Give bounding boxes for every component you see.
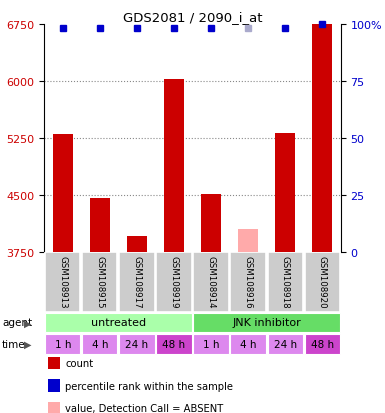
Text: 1 h: 1 h (55, 339, 71, 349)
Text: JNK inhibitor: JNK inhibitor (232, 318, 301, 328)
Bar (90, 198, 110, 252)
Text: 4 h: 4 h (92, 339, 108, 349)
Bar (305, 335, 340, 354)
Bar (156, 252, 192, 312)
Text: untreated: untreated (91, 318, 146, 328)
Bar (275, 134, 295, 252)
Bar (119, 335, 154, 354)
Text: GSM108914: GSM108914 (206, 256, 216, 308)
Text: time: time (2, 339, 25, 349)
Bar (238, 229, 258, 252)
Text: 24 h: 24 h (126, 339, 149, 349)
Bar (82, 252, 117, 312)
Text: count: count (65, 358, 94, 368)
Text: GSM108920: GSM108920 (318, 256, 327, 308)
Text: ▶: ▶ (24, 318, 32, 328)
Bar (164, 80, 184, 252)
Text: value, Detection Call = ABSENT: value, Detection Call = ABSENT (65, 404, 224, 413)
Text: percentile rank within the sample: percentile rank within the sample (65, 381, 233, 391)
Bar (312, 25, 332, 252)
Text: GSM108913: GSM108913 (58, 256, 67, 308)
Bar (119, 252, 154, 312)
Bar (53, 135, 73, 252)
Text: ▶: ▶ (24, 339, 32, 349)
Text: GSM108917: GSM108917 (132, 256, 141, 308)
Bar (45, 313, 192, 332)
Text: GSM108919: GSM108919 (169, 256, 179, 308)
Bar (45, 335, 80, 354)
Text: GSM108916: GSM108916 (244, 256, 253, 308)
Bar (231, 252, 266, 312)
Text: 4 h: 4 h (240, 339, 256, 349)
Text: agent: agent (2, 318, 32, 328)
Title: GDS2081 / 2090_i_at: GDS2081 / 2090_i_at (123, 11, 262, 24)
Bar (201, 195, 221, 252)
Text: 1 h: 1 h (203, 339, 219, 349)
Bar (305, 252, 340, 312)
Bar (127, 236, 147, 252)
Bar (82, 335, 117, 354)
Text: 24 h: 24 h (274, 339, 297, 349)
Text: GSM108918: GSM108918 (281, 256, 290, 308)
Bar (193, 313, 340, 332)
Bar (268, 335, 303, 354)
Bar (45, 252, 80, 312)
Text: GSM108915: GSM108915 (95, 256, 104, 308)
Text: 48 h: 48 h (162, 339, 186, 349)
Bar (193, 335, 229, 354)
Bar (268, 252, 303, 312)
Bar (156, 335, 192, 354)
Bar (193, 252, 229, 312)
Text: 48 h: 48 h (311, 339, 334, 349)
Bar (231, 335, 266, 354)
